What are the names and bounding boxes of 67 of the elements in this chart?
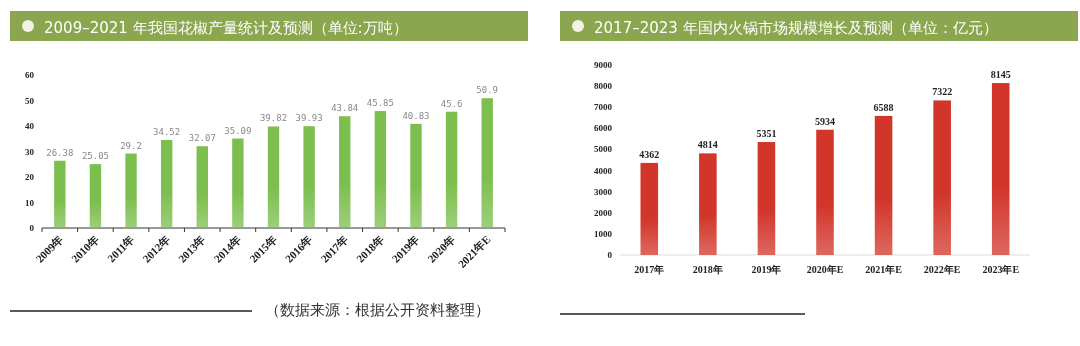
data-label: 6588 [873,101,894,113]
y-tick-label: 3000 [594,186,613,197]
bar [991,83,1010,255]
y-tick-label: 50 [25,95,35,106]
y-tick-label: 4000 [594,165,613,176]
data-label: 35.09 [224,125,252,136]
bar [160,139,173,228]
data-label: 26.38 [46,147,74,158]
data-label: 45.85 [366,98,394,109]
y-tick-label: 7000 [594,102,613,113]
bar [699,153,717,255]
y-tick-label: 30 [25,146,35,157]
bar [339,116,351,228]
y-tick-label: 6000 [594,123,613,134]
x-tick-label: 2020年E [806,264,844,275]
x-tick-label: 2019年 [751,264,782,275]
bar [232,138,244,228]
y-tick-label: 9000 [594,60,613,70]
x-tick-label: 2022年E [923,264,961,275]
data-label: 7322 [932,86,953,98]
x-tick-label: 2018年 [692,264,723,275]
bar [757,142,776,255]
bar [54,160,66,228]
bar [816,129,834,255]
data-label: 4362 [639,148,660,160]
bar [445,111,458,228]
y-tick-label: 10 [25,197,35,208]
y-tick-label: 8000 [594,81,613,92]
data-label: 39.93 [295,113,323,124]
data-label: 29.2 [120,140,142,151]
data-label: 50.9 [476,85,499,96]
y-tick-label: 0 [607,250,613,260]
data-label: 45.6 [440,98,463,109]
data-label: 5351 [756,128,777,140]
bar [267,126,280,228]
y-tick-label: 1000 [594,228,613,239]
bar [640,162,659,255]
y-tick-label: 2000 [594,207,613,218]
bar [874,115,893,255]
data-label: 4814 [697,139,718,151]
data-label: 32.07 [188,133,216,144]
y-tick-label: 20 [25,172,35,182]
x-tick-label: 2017年 [634,264,665,275]
bar [481,98,493,228]
chart-title: 2017–2023 年国内火锅市场规模增长及预测（单位：亿元） [594,19,998,37]
data-label: 39.82 [259,113,288,124]
bar [410,123,422,228]
data-label: 43.84 [331,103,359,114]
data-label: 40.83 [402,110,430,121]
x-tick-label: 2021年E [865,264,903,275]
y-tick-label: 60 [25,70,35,80]
bar [303,126,315,228]
bar [196,146,208,228]
data-label: 8145 [990,69,1011,81]
bar [89,164,102,228]
y-tick-label: 0 [29,223,35,233]
data-label: 34.52 [153,126,181,137]
y-tick-label: 5000 [594,144,613,155]
y-tick-label: 40 [25,121,35,131]
chart-title: 2009–2021 年我国花椒产量统计及预测（单位:万吨） [44,19,408,37]
bar [933,100,951,255]
data-label: 5934 [815,115,835,127]
x-tick-label: 2023年E [982,264,1020,275]
text: （数据来源：根据公开资料整理） [265,301,490,319]
bar [374,111,387,228]
bar [125,153,137,228]
data-label: 25.05 [81,151,109,162]
